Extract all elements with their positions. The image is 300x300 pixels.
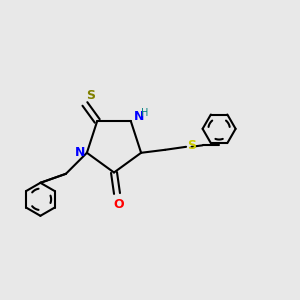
Text: N: N [134, 110, 144, 123]
Text: S: S [187, 139, 196, 152]
Text: H: H [141, 107, 148, 118]
Text: O: O [113, 198, 124, 211]
Text: S: S [86, 89, 95, 103]
Text: N: N [75, 146, 86, 159]
